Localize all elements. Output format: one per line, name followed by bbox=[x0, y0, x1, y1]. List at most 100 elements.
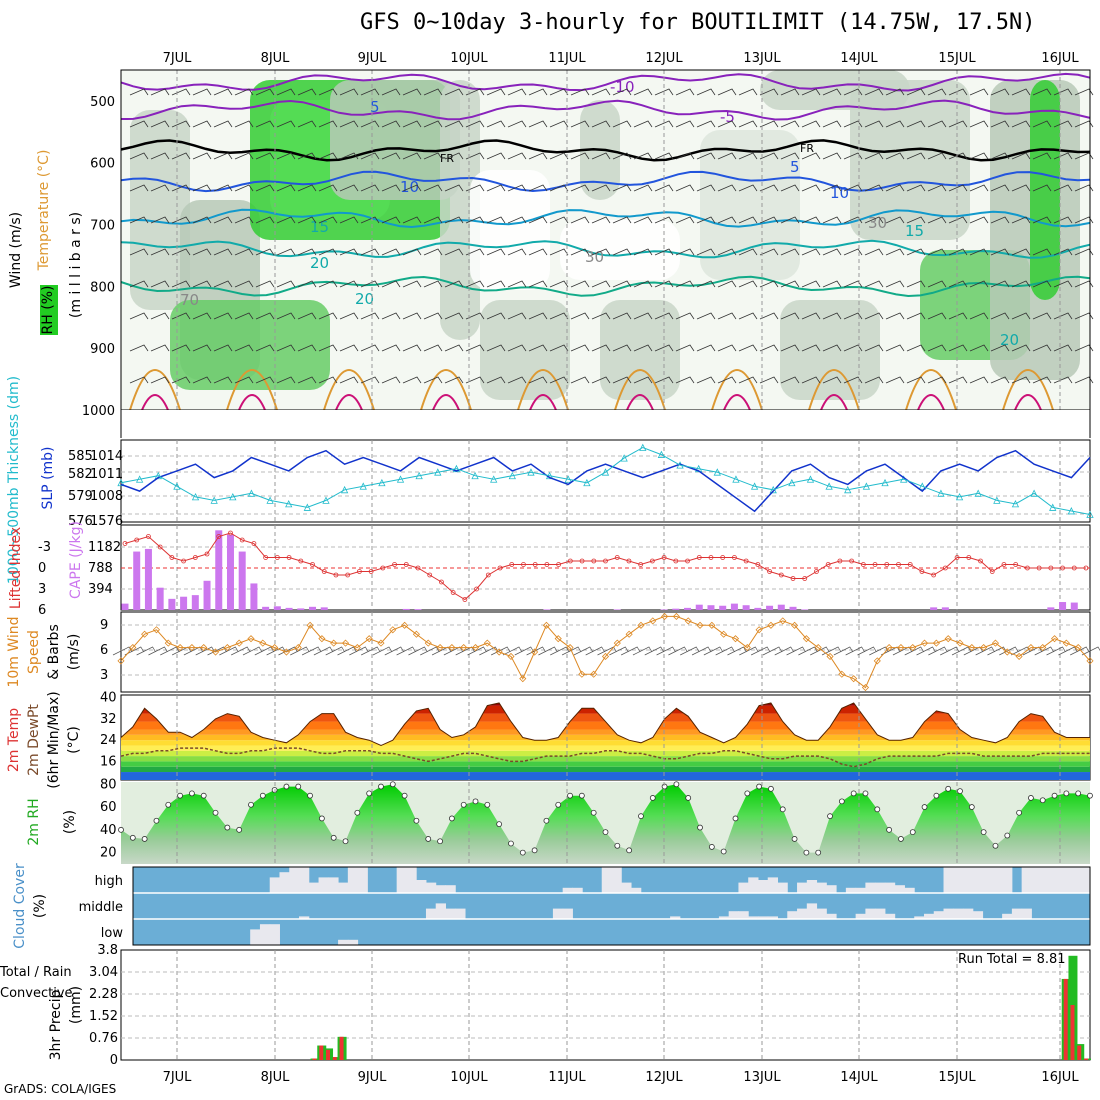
wind-barb bbox=[864, 88, 884, 96]
wind-barb bbox=[423, 216, 443, 224]
temperature-contour bbox=[120, 72, 1091, 92]
wind-barb bbox=[1053, 376, 1073, 384]
wind-barb bbox=[129, 216, 149, 224]
wind-barb bbox=[1011, 184, 1031, 192]
wind-barb bbox=[633, 248, 653, 256]
wind-barb bbox=[402, 280, 422, 288]
wind-barb bbox=[822, 152, 842, 160]
wind-barb bbox=[738, 120, 758, 128]
cloud-high-cell bbox=[953, 867, 964, 893]
wind-barb bbox=[150, 312, 170, 320]
wind-speed-marker bbox=[1050, 635, 1059, 643]
wind-barb bbox=[297, 152, 317, 160]
rh-shading bbox=[1030, 80, 1060, 300]
wind-barb bbox=[633, 344, 653, 352]
convective-label: Convective bbox=[0, 986, 73, 1001]
wind-barb-10m bbox=[880, 646, 901, 656]
wind-barb-10m bbox=[963, 646, 984, 656]
wind-barb bbox=[402, 344, 422, 352]
wind-barb bbox=[780, 344, 800, 352]
rh2m-marker bbox=[118, 826, 124, 833]
wind-speed-marker bbox=[542, 621, 550, 629]
wind-barb bbox=[843, 344, 863, 352]
wind-speed-marker bbox=[448, 643, 456, 652]
rh2m-marker bbox=[898, 836, 904, 842]
warm-contour bbox=[226, 369, 278, 411]
lifted-marker bbox=[814, 569, 819, 574]
dewpoint-line bbox=[120, 747, 1090, 768]
wind-barb bbox=[906, 280, 926, 288]
cloud-high-cell bbox=[884, 882, 896, 893]
pressure-tick: 1000 bbox=[82, 404, 115, 419]
wind-barb-10m bbox=[361, 646, 381, 656]
wind-barb bbox=[570, 216, 590, 224]
wind-barb bbox=[465, 312, 485, 320]
rh2m-marker bbox=[827, 813, 833, 820]
wind-barb bbox=[633, 216, 653, 224]
wind-barb-10m bbox=[337, 646, 357, 656]
wind-barb bbox=[528, 312, 548, 320]
hot-contour bbox=[820, 394, 848, 411]
wind-barb bbox=[864, 312, 884, 320]
wind-barb bbox=[318, 280, 338, 288]
wind-barb bbox=[570, 280, 590, 288]
wind-barb bbox=[864, 344, 884, 352]
wind-barb bbox=[276, 88, 296, 96]
slp-label: SLP (mb) bbox=[40, 446, 56, 509]
wind-barb bbox=[150, 184, 170, 192]
rh2m-marker bbox=[638, 813, 644, 820]
wind-barb bbox=[696, 312, 716, 320]
rh-shading bbox=[850, 80, 970, 240]
wind-barb bbox=[528, 152, 548, 160]
rh2m-marker bbox=[578, 792, 585, 799]
temp-band bbox=[121, 750, 1090, 757]
cloud-middle-cell bbox=[797, 908, 808, 919]
wind-barb bbox=[339, 216, 359, 224]
cape-tick: 1182 bbox=[88, 540, 121, 555]
wind-barb bbox=[255, 216, 275, 224]
cloud-middle-cell bbox=[767, 916, 779, 919]
wind-barb bbox=[213, 120, 233, 128]
wind-barb bbox=[318, 312, 338, 320]
wind-barb bbox=[1074, 312, 1094, 320]
lifted-marker bbox=[778, 572, 784, 578]
cape-bar bbox=[285, 607, 293, 610]
wind-barb bbox=[591, 312, 611, 320]
hot-contour bbox=[1014, 394, 1042, 411]
wind-speed-marker bbox=[117, 657, 125, 665]
wind-barb-10m bbox=[821, 646, 842, 656]
cape-bar bbox=[543, 609, 551, 610]
wind-speed-marker bbox=[318, 635, 326, 643]
wind-barb bbox=[969, 344, 989, 352]
wind-speed-marker bbox=[200, 643, 208, 652]
wind-barb bbox=[948, 344, 968, 352]
wind-barb bbox=[360, 376, 380, 384]
wind-barb bbox=[297, 344, 317, 352]
contour-label: 5 bbox=[370, 98, 380, 116]
wind-barb bbox=[297, 312, 317, 320]
date-label-top: 16JUL bbox=[1041, 51, 1079, 66]
cloud-high-cell bbox=[806, 880, 818, 893]
wind-barb-10m bbox=[219, 646, 239, 656]
minmax-label: (6hr Min/Max) bbox=[46, 691, 62, 788]
date-label-bottom: 15JUL bbox=[938, 1070, 976, 1085]
rh2m-marker bbox=[543, 817, 550, 824]
wind-barb bbox=[339, 184, 359, 192]
cloud-low-cell bbox=[269, 924, 280, 945]
wind-barb bbox=[612, 152, 632, 160]
wind-barb-10m bbox=[1034, 646, 1055, 656]
cloud-high-cell bbox=[738, 882, 749, 893]
rh2m-marker bbox=[626, 847, 633, 854]
rh2m-units-label: (%) bbox=[62, 810, 78, 834]
wind-barb bbox=[1074, 280, 1094, 288]
wind-barb-10m bbox=[798, 646, 818, 656]
precip-convective-bar bbox=[339, 1036, 344, 1060]
hot-contour bbox=[723, 394, 751, 411]
slp-line bbox=[120, 449, 1091, 513]
wind-barb bbox=[906, 312, 926, 320]
wind-barb bbox=[276, 152, 296, 160]
rh2m-marker bbox=[189, 790, 195, 797]
wind-barb-10m bbox=[148, 646, 168, 656]
wind-barb bbox=[297, 248, 317, 256]
wind-barb bbox=[234, 120, 254, 128]
